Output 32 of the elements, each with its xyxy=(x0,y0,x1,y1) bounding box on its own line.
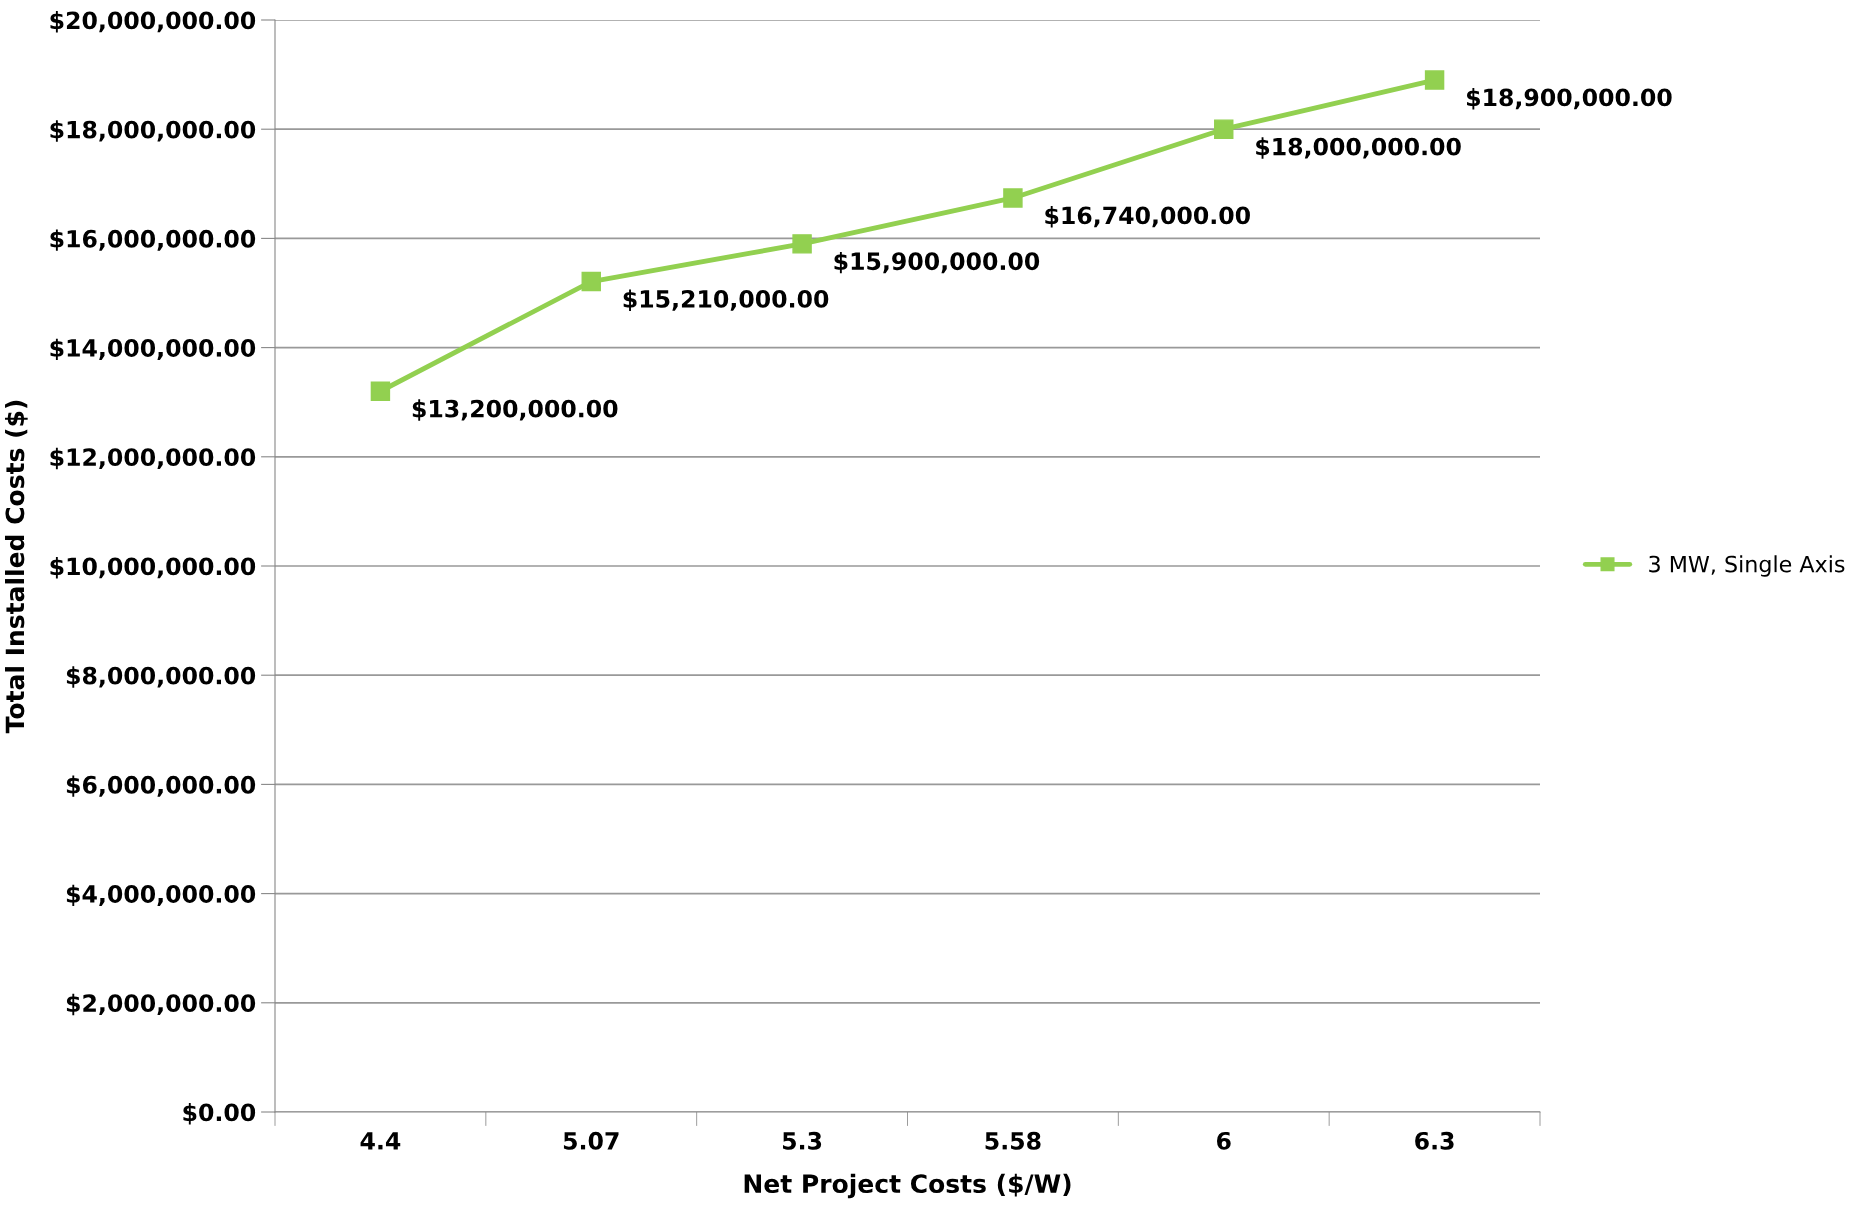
data-label: $18,000,000.00 xyxy=(1256,137,1461,159)
y-tick-label: $10,000,000.00 xyxy=(50,557,256,579)
data-label: $13,200,000.00 xyxy=(412,399,618,421)
y-tick-label: $16,000,000.00 xyxy=(50,229,256,251)
point xyxy=(1003,188,1023,208)
x-tick-label: 4.4 xyxy=(360,1132,401,1150)
x-tick-label: 5.07 xyxy=(563,1131,619,1150)
x-axis-title: Net Project Costs ($/W) xyxy=(744,1173,1071,1199)
point xyxy=(581,271,601,292)
legend-label: 3 MW, Single Axis xyxy=(1649,555,1845,577)
x-tick-label: 5.58 xyxy=(985,1131,1041,1150)
y-tick-label: $4,000,000.00 xyxy=(66,884,256,907)
data-label: $15,210,000.00 xyxy=(623,289,829,311)
point xyxy=(792,234,812,254)
x-tick-label: 6.3 xyxy=(1415,1131,1454,1150)
x-tick-label: 5.3 xyxy=(782,1131,822,1150)
y-tick-label: $12,000,000.00 xyxy=(50,447,256,470)
y-tick-label: $14,000,000.00 xyxy=(50,338,256,361)
y-tick-label: $18,000,000.00 xyxy=(50,120,256,142)
y-tick-label: $6,000,000.00 xyxy=(66,775,256,797)
point xyxy=(1214,119,1234,139)
data-label: $18,900,000.00 xyxy=(1466,88,1672,110)
data-label: $16,740,000.00 xyxy=(1045,206,1250,228)
y-tick-label: $20,000,000.00 xyxy=(50,11,256,33)
data-label: $15,900,000.00 xyxy=(834,251,1040,274)
y-tick-label: $8,000,000.00 xyxy=(66,666,256,688)
y-tick-label: $2,000,000.00 xyxy=(66,993,256,1016)
point xyxy=(370,381,391,402)
point xyxy=(1424,70,1445,90)
y-tick-label: $0.00 xyxy=(183,1103,256,1125)
y-axis-title: Total Installed Costs ($) xyxy=(4,400,28,734)
x-tick-label: 6 xyxy=(1217,1131,1231,1150)
